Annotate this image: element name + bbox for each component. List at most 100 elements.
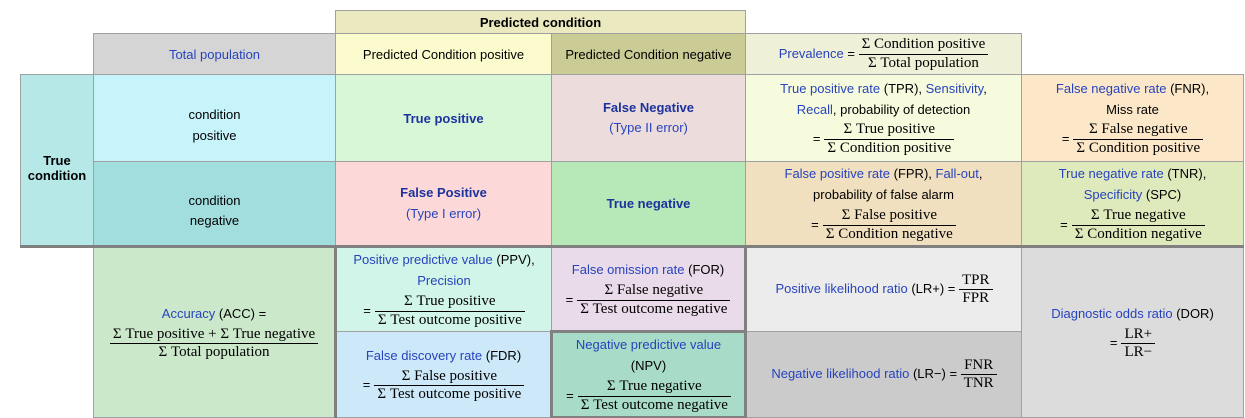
accuracy-abbrev: (ACC) = (215, 305, 267, 321)
cell-false-positive: False Positive (Type I error) (335, 161, 552, 248)
link-precision[interactable]: Precision (417, 273, 471, 289)
lr-plus-fraction: TPR FPR (959, 272, 993, 308)
tnr-abbrev: (TNR), (1163, 166, 1207, 182)
dor-numerator: LR+ (1121, 326, 1156, 345)
for-denominator: Σ Test outcome negative (580, 300, 728, 317)
for-fraction: Σ False negative Σ Test outcome negative (577, 282, 731, 318)
link-type-i-error[interactable]: (Type I error) (405, 205, 482, 221)
link-false-positive[interactable]: False Positive (400, 185, 487, 201)
tpr-equals: = (812, 131, 821, 147)
cell-predicted-condition-header: Predicted condition (335, 10, 746, 34)
tnr-numerator: Σ True negative (1071, 207, 1205, 226)
link-negative-likelihood-ratio[interactable]: Negative likelihood ratio (771, 366, 910, 382)
prevalence-equals: = (843, 45, 859, 61)
lr-plus-numerator: TPR (959, 272, 993, 291)
link-false-discovery-rate[interactable]: False discovery rate (365, 347, 483, 363)
cell-ppv: Positive predictive value (PPV), Precisi… (334, 245, 552, 333)
true-condition-label: True condition (27, 152, 87, 183)
tnr-spc: (SPC) (1142, 187, 1182, 203)
cell-tpr: True positive rate (TPR), Sensitivity, R… (745, 74, 1022, 163)
lr-minus-equals: (LR−) = (909, 366, 961, 382)
tpr-denominator: Σ Condition positive (827, 140, 952, 157)
link-positive-likelihood-ratio[interactable]: Positive likelihood ratio (775, 281, 908, 297)
cell-tnr: True negative rate (TNR), Specificity (S… (1021, 161, 1244, 248)
link-false-negative-rate[interactable]: False negative rate (1055, 80, 1167, 96)
fnr-denominator: Σ Condition positive (1076, 140, 1201, 157)
link-recall[interactable]: Recall (796, 101, 833, 117)
prevalence-numerator: Σ Condition positive (858, 36, 989, 55)
npv-denominator: Σ Test outcome negative (580, 396, 728, 413)
row-condition-negative: condition negative False Positive (Type … (21, 161, 1244, 248)
npv-fraction: Σ True negative Σ Test outcome negative (577, 378, 731, 414)
cell-total-population: Total population (93, 32, 336, 76)
link-prevalence[interactable]: Prevalence (778, 45, 844, 61)
prevalence-fraction: Σ Condition positive Σ Total population (858, 36, 989, 72)
ppv-numerator: Σ True positive (374, 293, 525, 312)
link-positive-predictive-value[interactable]: Positive predictive value (353, 252, 493, 268)
link-diagnostic-odds-ratio[interactable]: Diagnostic odds ratio (1051, 305, 1173, 321)
fpr-equals: = (811, 216, 819, 232)
fnr-abbrev: (FNR), (1166, 80, 1210, 96)
spacer-bottom-left (20, 246, 94, 418)
link-specificity[interactable]: Specificity (1083, 187, 1143, 203)
link-true-positive[interactable]: True positive (403, 110, 484, 126)
accuracy-denominator: Σ Total population (158, 344, 270, 361)
ppv-abbrev: (PPV), (492, 252, 535, 268)
tpr-comma: , (983, 80, 987, 96)
lr-minus-denominator: TNR (963, 375, 994, 392)
tnr-fraction: Σ True negative Σ Condition negative (1071, 207, 1205, 243)
fdr-equals: = (362, 377, 371, 393)
spacer-row1-right (1021, 33, 1244, 75)
fpr-abbrev: (FPR), (890, 166, 936, 182)
link-sensitivity[interactable]: Sensitivity (925, 80, 984, 96)
dor-fraction: LR+ LR− (1121, 326, 1156, 362)
accuracy-fraction: Σ True positive + Σ True negative Σ Total… (109, 326, 319, 362)
fpr-denominator: Σ Condition negative (825, 225, 953, 242)
link-false-positive-rate[interactable]: False positive rate (784, 166, 891, 182)
cell-lr-minus: Negative likelihood ratio (LR−) = FNR TNR (744, 331, 1022, 418)
link-type-ii-error[interactable]: (Type II error) (609, 120, 688, 136)
fpr-tail: probability of false alarm (813, 187, 954, 203)
accuracy-numerator: Σ True positive + Σ True negative (109, 326, 319, 345)
condition-negative-label: condition negative (188, 192, 241, 229)
tpr-numerator: Σ True positive (824, 121, 955, 141)
lr-minus-fraction: FNR TNR (960, 357, 997, 393)
for-abbrev: (FOR) (684, 262, 725, 278)
link-true-negative[interactable]: True negative (606, 196, 691, 212)
fnr-fraction: Σ False negative Σ Condition positive (1073, 121, 1204, 157)
link-total-population[interactable]: Total population (168, 46, 261, 62)
fnr-miss-rate: Miss rate (1106, 101, 1159, 117)
tpr-fraction: Σ True positive Σ Condition positive (824, 121, 955, 157)
cell-false-negative: False Negative (Type II error) (551, 74, 746, 163)
tpr-abbrev: (TPR), (880, 80, 926, 96)
lr-minus-numerator: FNR (960, 357, 997, 376)
tnr-equals: = (1060, 216, 1068, 232)
predicted-condition-label: Predicted condition (479, 14, 602, 30)
cell-condition-positive: condition positive (93, 74, 336, 163)
ppv-denominator: Σ Test outcome positive (377, 311, 522, 328)
tpr-tail: , probability of detection (832, 101, 971, 117)
fpr-numerator: Σ False positive (822, 207, 956, 226)
cell-npv: Negative predictive value (NPV) = Σ True … (550, 331, 747, 418)
npv-equals: = (566, 387, 574, 403)
link-true-positive-rate[interactable]: True positive rate (780, 80, 881, 96)
link-negative-predictive-value[interactable]: Negative predictive value (575, 337, 722, 353)
cell-for: False omission rate (FOR) = Σ False negat… (551, 245, 747, 334)
link-fall-out[interactable]: Fall-out (935, 166, 979, 182)
fdr-fraction: Σ False positive Σ Test outcome positive (374, 368, 525, 404)
cell-accuracy: Accuracy (ACC) = Σ True positive + Σ Tru… (93, 245, 337, 418)
cell-condition-negative: condition negative (93, 161, 336, 248)
lr-plus-equals: (LR+) = (907, 281, 959, 297)
link-false-negative[interactable]: False Negative (602, 99, 695, 115)
link-false-omission-rate[interactable]: False omission rate (571, 262, 685, 278)
condition-positive-label: condition positive (188, 107, 241, 143)
link-true-negative-rate[interactable]: True negative rate (1058, 166, 1164, 182)
dor-equals: = (1109, 335, 1118, 351)
cell-dor: Diagnostic odds ratio (DOR) = LR+ LR− (1021, 245, 1244, 418)
fpr-fraction: Σ False positive Σ Condition negative (822, 207, 956, 243)
tnr-denominator: Σ Condition negative (1074, 225, 1202, 242)
fdr-numerator: Σ False positive (374, 368, 525, 387)
spacer-top-left (20, 10, 336, 34)
link-accuracy[interactable]: Accuracy (161, 305, 216, 321)
fdr-denominator: Σ Test outcome positive (377, 386, 522, 403)
